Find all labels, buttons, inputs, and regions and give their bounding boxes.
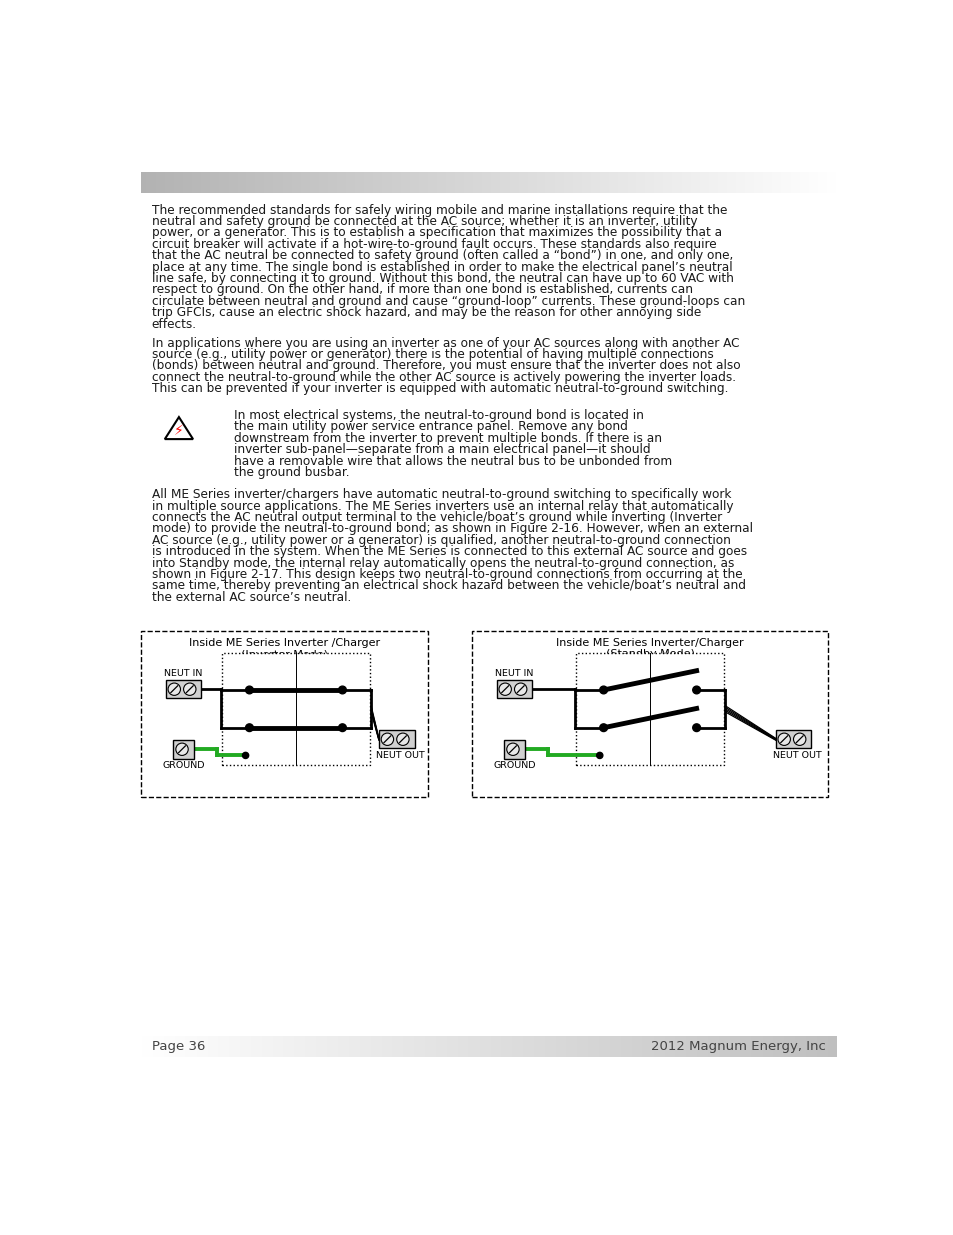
Text: This can be prevented if your inverter is equipped with automatic neutral-to-gro: This can be prevented if your inverter i… <box>152 383 727 395</box>
Circle shape <box>692 687 700 694</box>
Text: In applications where you are using an inverter as one of your AC sources along : In applications where you are using an i… <box>152 337 739 350</box>
Text: place at any time. The single bond is established in order to make the electrica: place at any time. The single bond is es… <box>152 261 732 274</box>
Text: is introduced in the system. When the ME Series is connected to this external AC: is introduced in the system. When the ME… <box>152 545 746 558</box>
Text: 2012 Magnum Energy, Inc: 2012 Magnum Energy, Inc <box>651 1040 825 1053</box>
Text: shown in Figure 2-17. This design keeps two neutral-to-ground connections from o: shown in Figure 2-17. This design keeps … <box>152 568 741 580</box>
Circle shape <box>514 683 526 695</box>
Polygon shape <box>165 417 193 440</box>
Text: into Standby mode, the internal relay automatically opens the neutral-to-ground : into Standby mode, the internal relay au… <box>152 557 734 569</box>
Text: effects.: effects. <box>152 317 196 331</box>
Bar <box>576 653 723 764</box>
Bar <box>497 680 532 699</box>
Text: downstream from the inverter to prevent multiple bonds. If there is an: downstream from the inverter to prevent … <box>233 432 661 445</box>
Text: AC source (e.g., utility power or a generator) is qualified, another neutral-to-: AC source (e.g., utility power or a gene… <box>152 534 730 547</box>
Circle shape <box>245 724 253 731</box>
Text: Neu-Gnd Relay: Neu-Gnd Relay <box>253 657 337 667</box>
Text: same time, thereby preventing an electrical shock hazard between the vehicle/boa: same time, thereby preventing an electri… <box>152 579 745 593</box>
Text: mode) to provide the neutral-to-ground bond; as shown in Figure 2-16. However, w: mode) to provide the neutral-to-ground b… <box>152 522 752 536</box>
Circle shape <box>599 724 607 731</box>
Text: source (e.g., utility power or generator) there is the potential of having multi: source (e.g., utility power or generator… <box>152 348 713 361</box>
Circle shape <box>381 734 394 746</box>
Text: GROUND: GROUND <box>493 761 536 769</box>
Text: respect to ground. On the other hand, if more than one bond is established, curr: respect to ground. On the other hand, if… <box>152 283 692 296</box>
Text: (K1): (K1) <box>638 668 661 678</box>
Bar <box>141 631 427 797</box>
Text: GROUND: GROUND <box>162 761 205 769</box>
Bar <box>173 740 193 758</box>
Text: ⚡: ⚡ <box>173 425 184 438</box>
Circle shape <box>245 687 253 694</box>
Text: (K1): (K1) <box>284 668 307 678</box>
Text: NEUT IN: NEUT IN <box>495 668 533 678</box>
Text: (Standby Mode): (Standby Mode) <box>605 650 694 659</box>
Bar <box>222 653 369 764</box>
Text: neutral and safety ground be connected at the AC source; whether it is an invert: neutral and safety ground be connected a… <box>152 215 697 228</box>
Circle shape <box>396 734 409 746</box>
Circle shape <box>793 734 805 746</box>
Circle shape <box>506 743 518 756</box>
Text: NEUT OUT: NEUT OUT <box>375 751 424 760</box>
Text: trip GFCIs, cause an electric shock hazard, and may be the reason for other anno: trip GFCIs, cause an electric shock haza… <box>152 306 700 319</box>
Text: NEUT OUT: NEUT OUT <box>772 751 821 760</box>
Bar <box>504 740 524 758</box>
Text: Neu-Gnd Relay: Neu-Gnd Relay <box>608 657 691 667</box>
Text: connect the neutral-to-ground while the other AC source is actively powering the: connect the neutral-to-ground while the … <box>152 370 735 384</box>
Text: In most electrical systems, the neutral-to-ground bond is located in: In most electrical systems, the neutral-… <box>233 409 643 422</box>
Text: The recommended standards for safely wiring mobile and marine installations requ: The recommended standards for safely wir… <box>152 204 726 216</box>
Circle shape <box>596 752 602 758</box>
Text: Inside ME Series Inverter/Charger: Inside ME Series Inverter/Charger <box>556 637 743 647</box>
Text: the main utility power service entrance panel. Remove any bond: the main utility power service entrance … <box>233 420 627 433</box>
Circle shape <box>175 743 188 756</box>
Circle shape <box>338 724 346 731</box>
Text: All ME Series inverter/chargers have automatic neutral-to-ground switching to sp: All ME Series inverter/chargers have aut… <box>152 488 731 501</box>
Bar <box>166 680 201 699</box>
Text: Page 36: Page 36 <box>152 1040 205 1053</box>
Text: power, or a generator. This is to establish a specification that maximizes the p: power, or a generator. This is to establ… <box>152 226 721 240</box>
Bar <box>775 730 810 748</box>
Text: connects the AC neutral output terminal to the vehicle/boat’s ground while inver: connects the AC neutral output terminal … <box>152 511 721 524</box>
Text: the ground busbar.: the ground busbar. <box>233 466 349 479</box>
Circle shape <box>168 683 180 695</box>
Text: have a removable wire that allows the neutral bus to be unbonded from: have a removable wire that allows the ne… <box>233 454 671 468</box>
Text: NEUT IN: NEUT IN <box>164 668 203 678</box>
Circle shape <box>183 683 195 695</box>
Text: the external AC source’s neutral.: the external AC source’s neutral. <box>152 590 351 604</box>
Circle shape <box>242 752 249 758</box>
Text: inverter sub-panel—separate from a main electrical panel—it should: inverter sub-panel—separate from a main … <box>233 443 650 456</box>
Circle shape <box>692 724 700 731</box>
Circle shape <box>498 683 511 695</box>
Text: line safe, by connecting it to ground. Without this bond, the neutral can have u: line safe, by connecting it to ground. W… <box>152 272 733 285</box>
Text: that the AC neutral be connected to safety ground (often called a “bond”) in one: that the AC neutral be connected to safe… <box>152 249 732 262</box>
Circle shape <box>599 687 607 694</box>
Text: circulate between neutral and ground and cause “ground-loop” currents. These gro: circulate between neutral and ground and… <box>152 295 744 308</box>
Circle shape <box>778 734 790 746</box>
Text: Inside ME Series Inverter /Charger: Inside ME Series Inverter /Charger <box>189 637 379 647</box>
Text: (bonds) between neutral and ground. Therefore, you must ensure that the inverter: (bonds) between neutral and ground. Ther… <box>152 359 740 373</box>
Text: (Inverter Mode): (Inverter Mode) <box>240 650 328 659</box>
Circle shape <box>338 687 346 694</box>
Text: circuit breaker will activate if a hot-wire-to-ground fault occurs. These standa: circuit breaker will activate if a hot-w… <box>152 238 716 251</box>
Bar <box>472 631 827 797</box>
Bar <box>378 730 415 748</box>
Text: in multiple source applications. The ME Series inverters use an internal relay t: in multiple source applications. The ME … <box>152 500 733 513</box>
